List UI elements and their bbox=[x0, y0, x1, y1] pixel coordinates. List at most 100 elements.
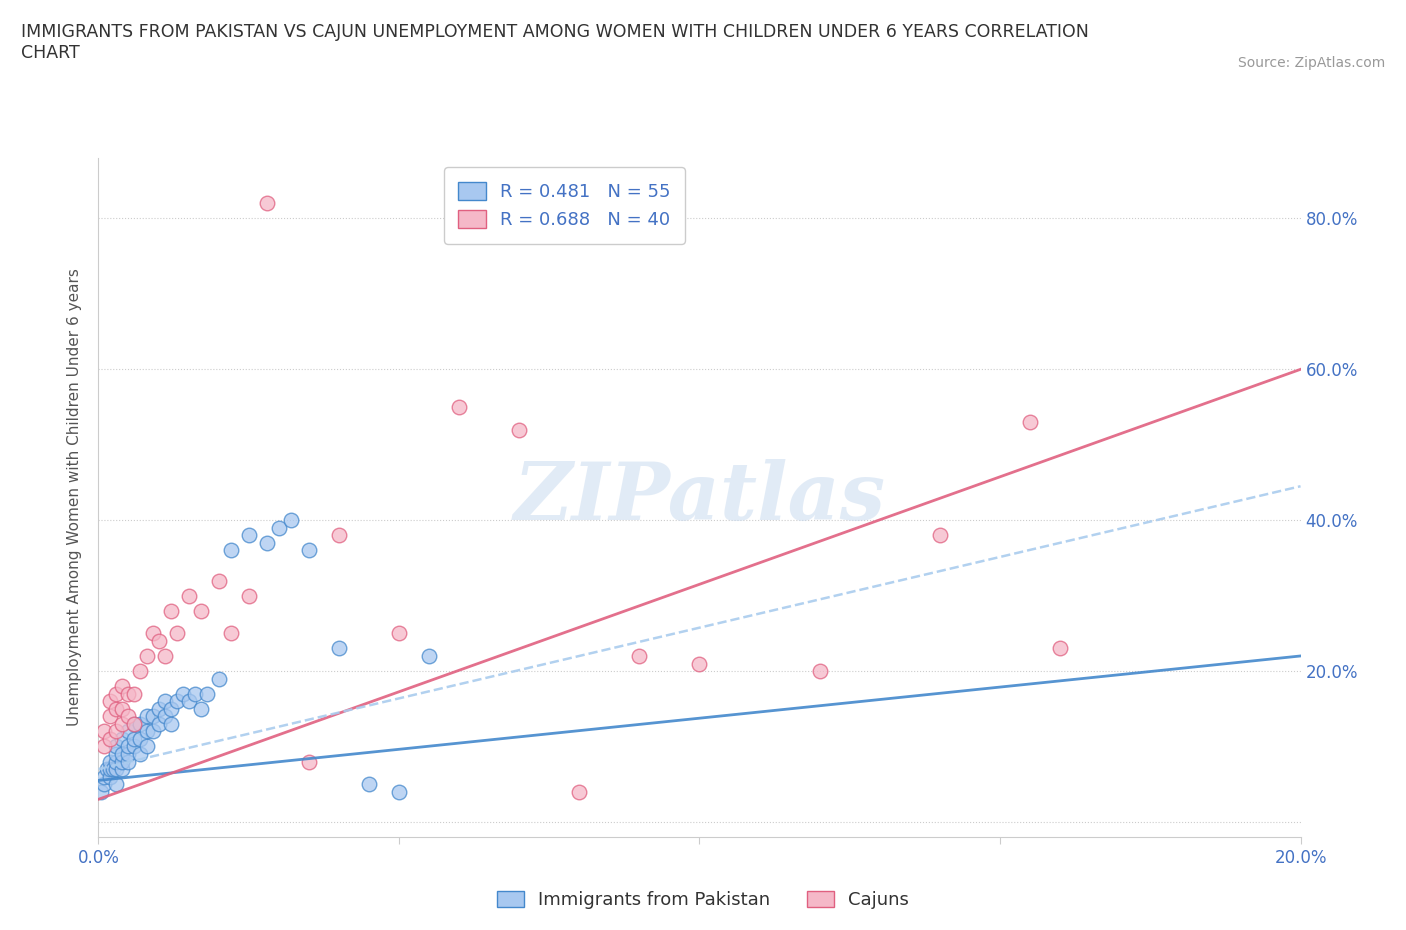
Point bbox=[190, 701, 212, 716]
Point bbox=[105, 762, 128, 777]
Point bbox=[508, 422, 530, 437]
Point bbox=[124, 716, 146, 731]
Point bbox=[808, 664, 831, 679]
Point bbox=[190, 604, 212, 618]
Point bbox=[93, 777, 115, 791]
Point bbox=[124, 716, 146, 731]
Point bbox=[111, 732, 134, 747]
Point bbox=[328, 641, 350, 656]
Point bbox=[153, 694, 176, 709]
Point bbox=[129, 747, 152, 762]
Point bbox=[148, 716, 170, 731]
Point bbox=[111, 701, 134, 716]
Point bbox=[103, 762, 125, 777]
Point bbox=[117, 739, 139, 754]
Point bbox=[1049, 641, 1071, 656]
Point bbox=[135, 739, 157, 754]
Point bbox=[929, 528, 952, 543]
Point bbox=[117, 686, 139, 701]
Point bbox=[135, 709, 157, 724]
Point bbox=[124, 739, 146, 754]
Point bbox=[208, 573, 231, 588]
Point bbox=[256, 536, 278, 551]
Point bbox=[129, 732, 152, 747]
Point bbox=[129, 716, 152, 731]
Point bbox=[159, 701, 181, 716]
Point bbox=[388, 626, 411, 641]
Text: ZIPatlas: ZIPatlas bbox=[513, 458, 886, 537]
Point bbox=[172, 686, 194, 701]
Point bbox=[105, 739, 128, 754]
Point bbox=[628, 648, 651, 663]
Point bbox=[166, 694, 188, 709]
Point bbox=[280, 512, 302, 527]
Point bbox=[100, 762, 122, 777]
Point bbox=[93, 769, 115, 784]
Point bbox=[328, 528, 350, 543]
Point bbox=[177, 694, 200, 709]
Point bbox=[105, 754, 128, 769]
Point bbox=[1019, 415, 1042, 430]
Point bbox=[238, 588, 260, 603]
Point bbox=[177, 588, 200, 603]
Point bbox=[388, 784, 411, 799]
Point bbox=[141, 626, 163, 641]
Y-axis label: Unemployment Among Women with Children Under 6 years: Unemployment Among Women with Children U… bbox=[67, 269, 83, 726]
Point bbox=[93, 724, 115, 738]
Point bbox=[298, 754, 321, 769]
Point bbox=[105, 777, 128, 791]
Point bbox=[111, 747, 134, 762]
Point bbox=[129, 664, 152, 679]
Point bbox=[256, 196, 278, 211]
Point bbox=[100, 694, 122, 709]
Point bbox=[100, 709, 122, 724]
Point bbox=[447, 400, 470, 415]
Point bbox=[100, 754, 122, 769]
Text: IMMIGRANTS FROM PAKISTAN VS CAJUN UNEMPLOYMENT AMONG WOMEN WITH CHILDREN UNDER 6: IMMIGRANTS FROM PAKISTAN VS CAJUN UNEMPL… bbox=[21, 23, 1090, 62]
Point bbox=[93, 739, 115, 754]
Point bbox=[148, 633, 170, 648]
Point bbox=[124, 732, 146, 747]
Point bbox=[105, 701, 128, 716]
Point bbox=[117, 747, 139, 762]
Text: Source: ZipAtlas.com: Source: ZipAtlas.com bbox=[1237, 56, 1385, 70]
Point bbox=[159, 716, 181, 731]
Point bbox=[153, 648, 176, 663]
Point bbox=[135, 724, 157, 738]
Point bbox=[141, 724, 163, 738]
Point bbox=[219, 543, 242, 558]
Legend: R = 0.481   N = 55, R = 0.688   N = 40: R = 0.481 N = 55, R = 0.688 N = 40 bbox=[444, 167, 685, 244]
Legend: Immigrants from Pakistan, Cajuns: Immigrants from Pakistan, Cajuns bbox=[489, 884, 917, 916]
Point bbox=[418, 648, 440, 663]
Point bbox=[100, 769, 122, 784]
Point bbox=[105, 686, 128, 701]
Point bbox=[111, 762, 134, 777]
Point bbox=[105, 724, 128, 738]
Point bbox=[267, 520, 290, 535]
Point bbox=[90, 784, 112, 799]
Point bbox=[135, 648, 157, 663]
Point bbox=[148, 701, 170, 716]
Point bbox=[111, 679, 134, 694]
Point bbox=[117, 754, 139, 769]
Point bbox=[124, 686, 146, 701]
Point bbox=[183, 686, 205, 701]
Point bbox=[357, 777, 380, 791]
Point bbox=[100, 732, 122, 747]
Point bbox=[208, 671, 231, 686]
Point bbox=[689, 656, 711, 671]
Point bbox=[153, 709, 176, 724]
Point bbox=[166, 626, 188, 641]
Point bbox=[195, 686, 218, 701]
Point bbox=[117, 724, 139, 738]
Point bbox=[298, 543, 321, 558]
Point bbox=[111, 716, 134, 731]
Point bbox=[238, 528, 260, 543]
Point bbox=[96, 762, 118, 777]
Point bbox=[219, 626, 242, 641]
Point bbox=[159, 604, 181, 618]
Point bbox=[141, 709, 163, 724]
Point bbox=[117, 709, 139, 724]
Point bbox=[568, 784, 591, 799]
Point bbox=[105, 747, 128, 762]
